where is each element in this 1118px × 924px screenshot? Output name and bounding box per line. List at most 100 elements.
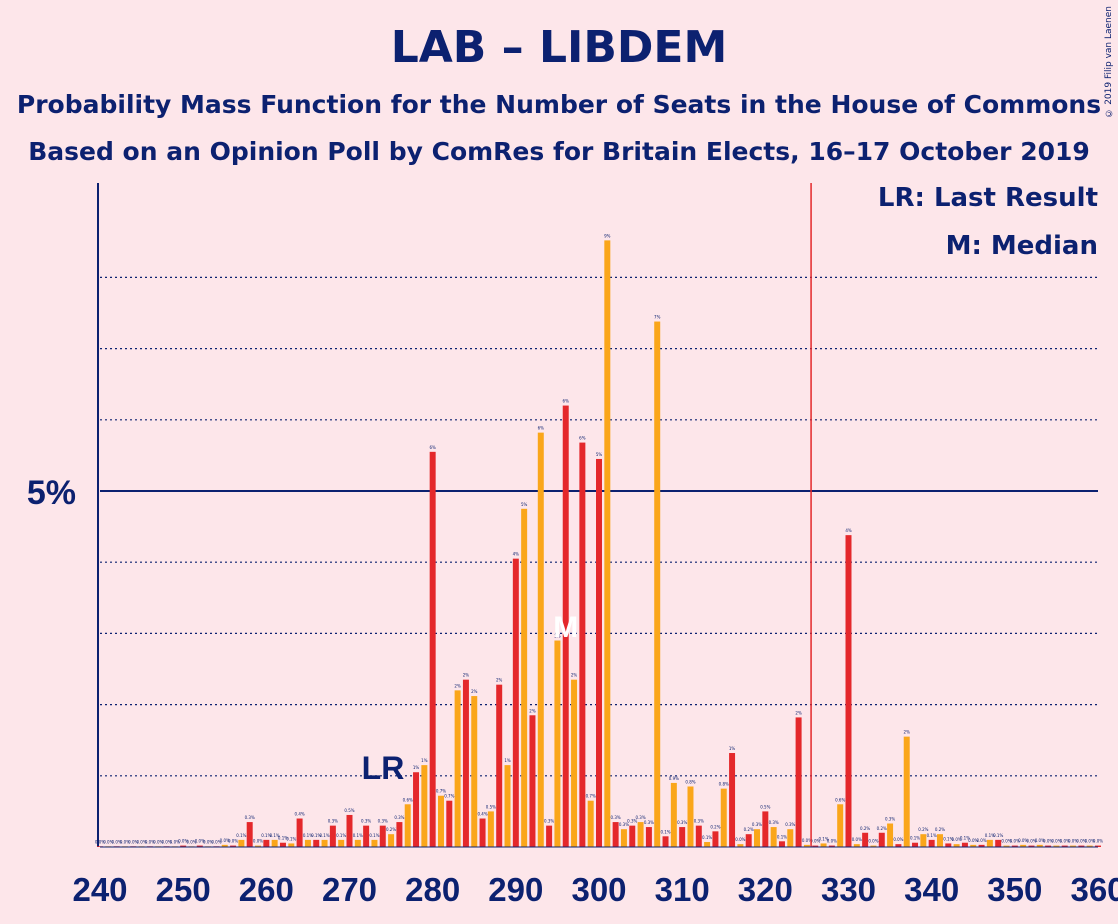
bar-value-label: 0.9% <box>669 776 679 781</box>
bar <box>1045 845 1052 847</box>
bar-value-label: 0.1% <box>960 836 970 841</box>
x-tick-label: 300 <box>571 871 626 908</box>
bar <box>437 795 444 847</box>
bar <box>238 839 245 847</box>
bar <box>629 825 636 847</box>
bar-value-label: 0.0% <box>1060 839 1070 844</box>
bar <box>379 825 386 847</box>
bar <box>654 321 661 847</box>
bar <box>487 811 494 847</box>
bar <box>670 782 677 847</box>
bar-value-label: 1% <box>413 765 420 770</box>
bar <box>887 823 894 847</box>
bar <box>288 843 295 847</box>
bar-value-label: 2% <box>529 708 536 713</box>
bar <box>762 811 769 847</box>
bar-value-label: 0.3% <box>328 819 338 824</box>
bar-value-label: 0.0% <box>178 839 188 844</box>
bar <box>695 825 702 847</box>
bar <box>845 535 852 847</box>
bar-value-label: 2% <box>463 673 470 678</box>
bar <box>246 822 253 847</box>
bar-value-label: 0.0% <box>211 839 221 844</box>
bar-value-label: 0.3% <box>627 819 637 824</box>
bar <box>313 839 320 847</box>
bar-value-label: 0.1% <box>702 835 712 840</box>
bar <box>737 844 744 847</box>
bar <box>978 844 985 847</box>
bar-value-label: 0.0% <box>802 838 812 843</box>
bar <box>279 842 286 847</box>
chart-subtitle-1: Probability Mass Function for the Number… <box>16 90 1102 119</box>
bar-value-label: 5% <box>521 502 528 507</box>
bar <box>504 765 511 847</box>
bar-value-label: 0.0% <box>893 837 903 842</box>
bar-value-label: 0.1% <box>818 836 828 841</box>
chart-title: LAB – LIBDEM <box>390 22 728 73</box>
bar <box>1020 844 1027 847</box>
bar-value-label: 2% <box>795 710 802 715</box>
bar <box>346 814 353 847</box>
bar-value-label: 0.3% <box>694 819 704 824</box>
bar-value-label: 3% <box>554 634 561 639</box>
bar-value-label: 0.0% <box>852 837 862 842</box>
bar <box>596 458 602 847</box>
bar-value-label: 0.3% <box>611 815 621 820</box>
bar-value-label: 0.5% <box>760 804 770 809</box>
bar <box>803 844 810 847</box>
bar-value-label: 0.0% <box>95 839 105 844</box>
bar <box>995 839 1002 847</box>
bar-value-label: 0.2% <box>860 826 870 831</box>
bar-value-label: 0.3% <box>769 820 779 825</box>
chart-subtitle-2: Based on an Opinion Poll by ComRes for B… <box>28 137 1090 166</box>
bar-value-label: 6% <box>538 426 545 431</box>
bar-value-label: 0.0% <box>161 839 171 844</box>
x-tick-label: 340 <box>904 871 959 908</box>
bar <box>180 845 187 847</box>
bar <box>1061 845 1068 847</box>
bar <box>637 822 644 847</box>
last-result-marker: LR <box>362 750 405 786</box>
bar <box>263 839 270 847</box>
bar-value-label: 0.3% <box>394 815 404 820</box>
bar <box>338 839 345 847</box>
bar-value-label: 0.2% <box>744 827 754 832</box>
bar <box>429 451 436 847</box>
bar <box>961 842 968 847</box>
bar-value-label: 0.3% <box>245 815 255 820</box>
bar-value-label: 0.0% <box>735 837 745 842</box>
bar <box>853 844 860 847</box>
bar-value-label: 0.1% <box>369 833 379 838</box>
bar <box>421 765 428 847</box>
bar-value-label: 0.0% <box>136 839 146 844</box>
bar-value-label: 0.1% <box>353 833 363 838</box>
bar-value-label: 0.7% <box>444 794 454 799</box>
x-tick-label: 360 <box>1070 871 1118 908</box>
bar-value-label: 0.1% <box>311 833 321 838</box>
bar-value-label: 0.0% <box>1035 838 1045 843</box>
bar-value-label: 0.6% <box>835 797 845 802</box>
bar-value-label: 2% <box>471 689 478 694</box>
bar-value-label: 0.2% <box>935 827 945 832</box>
bar <box>462 679 469 847</box>
bar-value-label: 0.1% <box>943 836 953 841</box>
bar-value-label: 0.6% <box>403 797 413 802</box>
bar-value-label: 7% <box>654 315 661 320</box>
legend-median: M: Median <box>945 231 1098 261</box>
bar <box>862 832 869 847</box>
bar <box>471 696 478 847</box>
bar-value-label: 0.5% <box>344 808 354 813</box>
x-tick-label: 260 <box>239 871 294 908</box>
bar-value-label: 0.4% <box>295 812 305 817</box>
bar <box>1078 845 1085 847</box>
bar <box>413 772 420 847</box>
bar-value-label: 1% <box>729 746 736 751</box>
bar-value-label: 0.0% <box>1026 839 1036 844</box>
bar-value-label: 0.2% <box>386 827 396 832</box>
bar-value-label: 0.3% <box>644 820 654 825</box>
bar-value-label: 0.8% <box>719 782 729 787</box>
bar <box>554 640 561 847</box>
bar-value-label: 0.3% <box>785 822 795 827</box>
x-tick-label: 290 <box>488 871 543 908</box>
bar-value-label: 0.3% <box>619 822 629 827</box>
